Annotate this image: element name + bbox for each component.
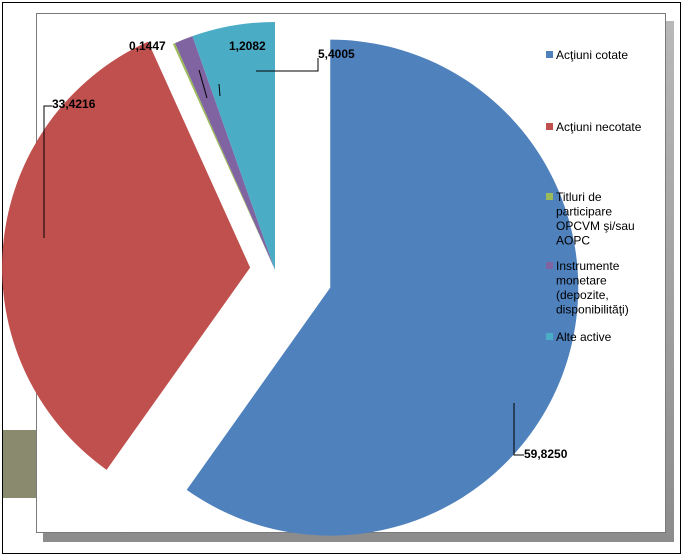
pie-slice	[2, 41, 251, 470]
pie-slice	[172, 43, 275, 270]
data-label: 33,4216	[52, 97, 96, 111]
legend-swatch	[546, 262, 553, 269]
data-label: 59,8250	[524, 447, 568, 461]
data-label: 5,4005	[318, 47, 355, 61]
leader-line	[256, 58, 319, 72]
legend-swatch	[546, 333, 553, 340]
pie-slice	[186, 39, 579, 536]
legend-swatch	[546, 123, 553, 130]
pie-slice	[174, 36, 275, 270]
legend-label: Instrumente monetare (depozite, disponibili…	[556, 259, 629, 317]
legend-swatch	[546, 51, 553, 58]
leader-line	[198, 69, 208, 99]
legend-label: Titluri de participare OPCVM şi/sau AOPC	[556, 190, 635, 248]
background-strip	[3, 430, 36, 498]
data-label: 0,1447	[129, 39, 166, 53]
legend: Acţiuni cotate Acţiuni necotate Titluri de…	[546, 48, 642, 344]
leader-line	[43, 105, 52, 238]
pie-slices	[2, 22, 579, 536]
data-labels: 59,8250 33,4216 0,1447 1,2082 5,4005	[52, 39, 568, 461]
data-label: 1,2082	[229, 39, 266, 53]
legend-label: Alte active	[556, 330, 612, 344]
legend-label: Acţiuni cotate	[556, 48, 628, 62]
leader-line	[513, 403, 524, 456]
leader-line	[218, 83, 221, 97]
legend-swatch	[546, 193, 553, 200]
legend-label: Acţiuni necotate	[556, 120, 642, 134]
leader-lines	[43, 58, 524, 456]
pie-slice	[192, 22, 275, 270]
